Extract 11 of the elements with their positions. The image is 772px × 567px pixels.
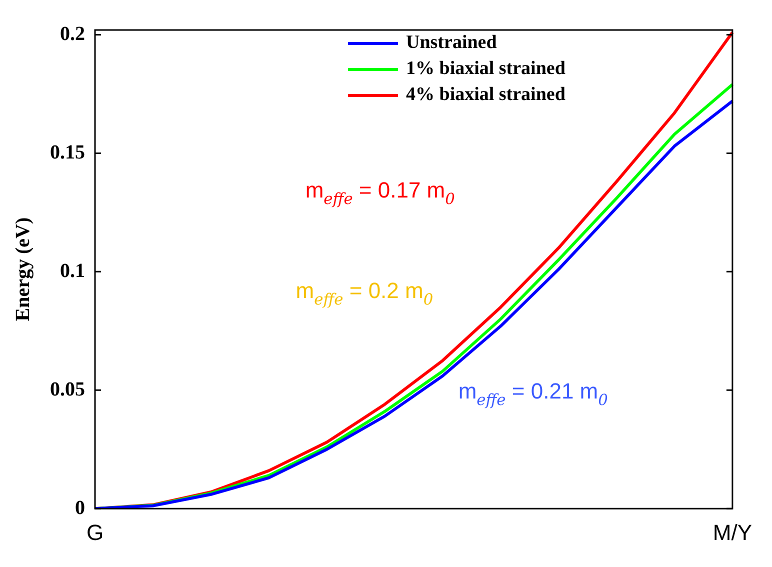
legend-label: 1% biaxial strained <box>406 57 566 81</box>
legend-label: 4% biaxial strained <box>406 83 566 107</box>
y-tick-label: 0 <box>75 496 85 519</box>
y-tick-label: 0.15 <box>50 141 85 164</box>
y-tick-label: 0.1 <box>60 260 85 282</box>
y-tick-label: 0.2 <box>60 22 85 45</box>
x-tick-label: G <box>86 520 104 545</box>
y-tick-label: 0.05 <box>50 378 85 400</box>
x-tick-label: M/Y <box>712 520 752 545</box>
legend-label: Unstrained <box>406 31 497 55</box>
y-axis-title: Energy (eV) <box>12 217 34 322</box>
